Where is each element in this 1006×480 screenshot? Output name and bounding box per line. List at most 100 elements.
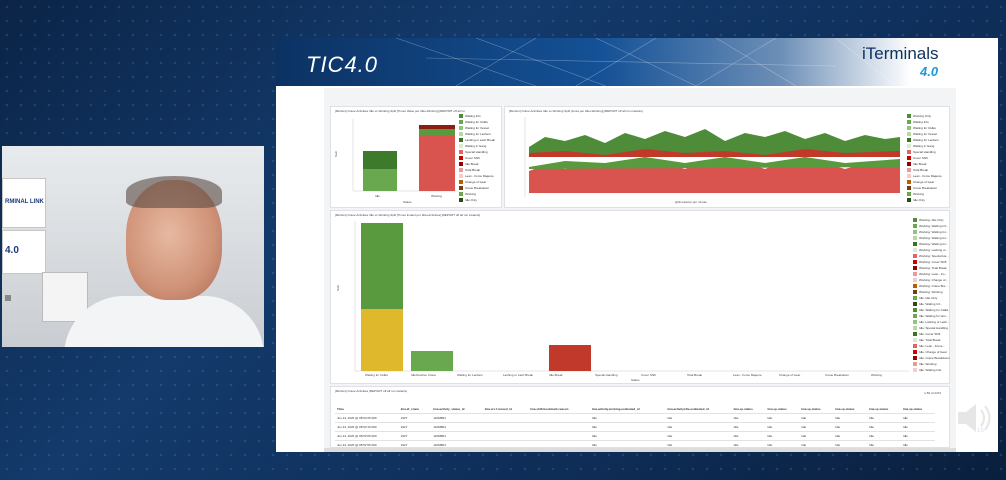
- legend-label: Waiting for Lashers: [913, 138, 939, 142]
- legend-item[interactable]: Waiting for Lashers: [907, 137, 942, 143]
- table-header-cell[interactable]: lma.sp.status: [731, 405, 766, 414]
- legend-item[interactable]: Working: Waiting for...: [913, 235, 950, 241]
- legend-label: Idle: Waiting Inf...: [919, 302, 943, 306]
- legend-swatch: [913, 326, 917, 331]
- legend-swatch: [913, 368, 917, 373]
- legend-item[interactable]: Waiting for Vessel: [459, 125, 495, 131]
- legend-item[interactable]: Idle: Special Handling: [913, 325, 950, 331]
- table-row[interactable]: Jun 24, 2020 @ 08:53:25.000 2327 110MB01 Id…: [335, 413, 935, 423]
- legend-item[interactable]: Idle Break: [907, 161, 942, 167]
- table-cell: Jun 24, 2020 @ 08:53:25.000: [335, 413, 399, 423]
- legend-top-right: Working Only Waiting Info Waiting for CHEs…: [907, 113, 942, 203]
- legend-label: Working: Waiting for...: [919, 236, 949, 240]
- legend-label: Crane Breakdown: [465, 186, 490, 190]
- legend-item[interactable]: Waiting for Vessel: [907, 131, 942, 137]
- table-header-cell[interactable]: lma.activity.working.estimated_id: [589, 405, 666, 414]
- table-row[interactable]: Jun 24, 2020 @ 08:53:05.000 2327 110MB01 Id…: [335, 431, 935, 441]
- legend-item[interactable]: Cover Shift: [459, 155, 495, 161]
- legend-item[interactable]: Idle: Waiting Info: [913, 367, 950, 373]
- legend-item[interactable]: Idle: Change of Gear: [913, 349, 950, 355]
- legend-label: Idle: Crane Breakdown: [919, 356, 950, 360]
- legend-item[interactable]: Idle Only: [907, 197, 942, 203]
- legend-item[interactable]: Idle: Waiting for Ves...: [913, 313, 950, 319]
- table-cell: Idle: [799, 413, 834, 423]
- table-header-cell[interactable]: lma.sp.status: [901, 405, 935, 414]
- table-header-cell[interactable]: lma.activity_status_id: [431, 405, 483, 414]
- category-label: Idle Break: [549, 373, 563, 377]
- legend-item[interactable]: Idle: Waiting for CHEs: [913, 307, 950, 313]
- legend-item[interactable]: Working: Change of...: [913, 277, 950, 283]
- legend-item[interactable]: Working: Lean - Fo...: [913, 271, 950, 277]
- legend-item[interactable]: Waiting Info: [459, 113, 495, 119]
- legend-item[interactable]: Working: [907, 191, 942, 197]
- table-cell: Idle: [833, 422, 868, 432]
- legend-item[interactable]: Special Handling: [459, 149, 495, 155]
- table-header-cell[interactable]: lma.src.f.moved_id: [482, 405, 529, 414]
- legend-item[interactable]: Waiting for CHEs: [907, 125, 942, 131]
- legend-item[interactable]: Idle: Working: [913, 361, 950, 367]
- legend-item[interactable]: Working: Working: [913, 289, 950, 295]
- legend-item[interactable]: Waiting for Lashers: [459, 131, 495, 137]
- legend-swatch: [907, 150, 911, 155]
- table-cell: [528, 422, 590, 432]
- legend-swatch: [913, 356, 917, 361]
- legend-swatch: [459, 156, 463, 161]
- table-header-cell[interactable]: lma.sp.status: [833, 405, 868, 414]
- legend-item[interactable]: Idle: Waiting Inf...: [913, 301, 950, 307]
- table-header-cell[interactable]: lma.activity.idle.estimated_id: [665, 405, 732, 414]
- legend-item[interactable]: Waiting for CHEs: [459, 119, 495, 125]
- table-pager[interactable]: 1-50 of 2472: [924, 391, 941, 395]
- legend-item[interactable]: Total Break: [459, 167, 495, 173]
- legend-item[interactable]: Working: Waiting for...: [913, 229, 950, 235]
- legend-swatch: [459, 162, 463, 167]
- legend-label: Special Handling: [465, 150, 488, 154]
- legend-item[interactable]: Waiting Info: [907, 119, 942, 125]
- bar-working-red: [419, 135, 455, 191]
- table-header-cell[interactable]: lma.sp.status: [867, 405, 901, 414]
- legend-item[interactable]: Idle Break: [459, 161, 495, 167]
- legend-item[interactable]: Working Only: [907, 113, 942, 119]
- legend-item[interactable]: Lean - Force Majeure: [459, 173, 495, 179]
- table-header-cell[interactable]: lma.sp.status: [799, 405, 834, 414]
- legend-item[interactable]: Cover Shift: [907, 155, 942, 161]
- legend-item[interactable]: Waiting in Gang: [907, 143, 942, 149]
- legend-item[interactable]: Working: [459, 191, 495, 197]
- network-lines: [395, 38, 897, 86]
- legend-item[interactable]: Idle: Lean - Force...: [913, 343, 950, 349]
- table-header-cell[interactable]: lma.shift.bookmark.reason: [528, 405, 590, 414]
- legend-item[interactable]: Change of Gear: [907, 179, 942, 185]
- table-header-cell[interactable]: lma.sp.status: [765, 405, 800, 414]
- legend-item[interactable]: Lashing or Lash Break: [459, 137, 495, 143]
- legend-item[interactable]: Lean - Force Majeure: [907, 173, 942, 179]
- legend-swatch: [913, 332, 917, 337]
- legend-item[interactable]: Working: Total Break: [913, 265, 950, 271]
- legend-item[interactable]: Change of Gear: [459, 179, 495, 185]
- legend-item[interactable]: Idle: Crane Breakdown: [913, 355, 950, 361]
- legend-swatch: [913, 338, 917, 343]
- legend-item[interactable]: Idle: Idle Only: [913, 295, 950, 301]
- legend-item[interactable]: Working: Idle Only: [913, 217, 950, 223]
- speaker-icon[interactable]: [954, 396, 998, 440]
- legend-item[interactable]: Idle Only: [459, 197, 495, 203]
- legend-item[interactable]: Working: Special Ha...: [913, 253, 950, 259]
- legend-item[interactable]: Working: Cover Shift: [913, 259, 950, 265]
- legend-item[interactable]: Crane Breakdown: [907, 185, 942, 191]
- table-row[interactable]: Jun 24, 2020 @ 08:53:15.000 2327 110MB01 Id…: [335, 422, 935, 432]
- webcam-feed: RMINAL LINK 4.0: [2, 146, 264, 347]
- legend-item[interactable]: Idle: Lashing or Lash...: [913, 319, 950, 325]
- legend-item[interactable]: Working: Waiting Inf...: [913, 223, 950, 229]
- table-header-cell[interactable]: Time: [335, 405, 399, 414]
- mic-icon[interactable]: [5, 295, 11, 301]
- legend-item[interactable]: Crane Breakdown: [459, 185, 495, 191]
- legend-item[interactable]: Working: Crane Bre...: [913, 283, 950, 289]
- legend-item[interactable]: Idle: Total Break: [913, 337, 950, 343]
- legend-item[interactable]: Working: Lashing or...: [913, 247, 950, 253]
- legend-item[interactable]: Working: Waiting for...: [913, 241, 950, 247]
- legend-item[interactable]: Special Handling: [907, 149, 942, 155]
- legend-item[interactable]: Waiting in Gang: [459, 143, 495, 149]
- legend-label: Lean - Force Majeure: [913, 174, 942, 178]
- legend-item[interactable]: Idle: Cover Shift: [913, 331, 950, 337]
- table-header-cell[interactable]: lma.id_crane: [398, 405, 432, 414]
- legend-item[interactable]: Total Break: [907, 167, 942, 173]
- legend-swatch: [913, 218, 917, 223]
